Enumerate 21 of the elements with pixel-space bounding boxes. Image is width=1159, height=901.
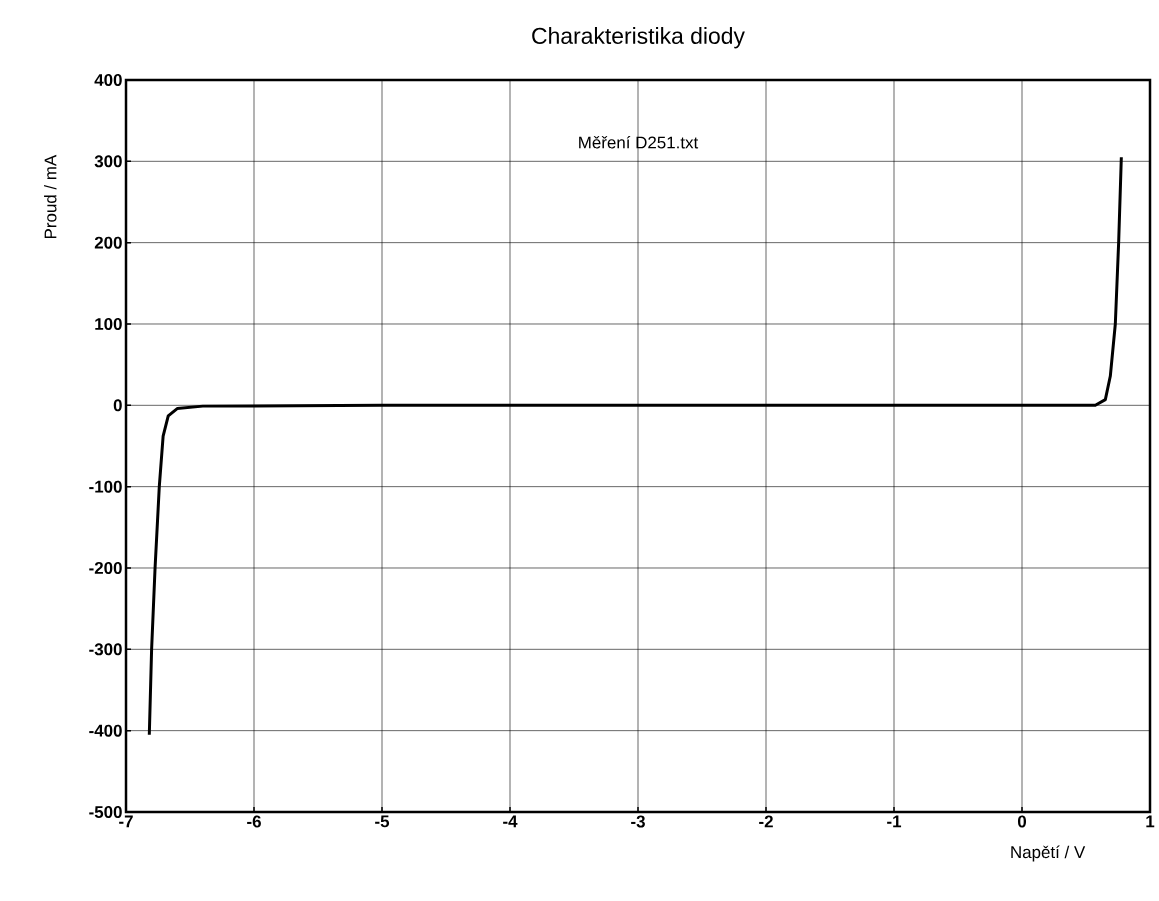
x-tick-label: -3 (631, 815, 645, 828)
x-tick-label: -1 (887, 815, 902, 828)
y-tick-label: -300 (89, 643, 122, 656)
y-tick-label: 300 (94, 155, 122, 168)
y-tick-label: 0 (113, 399, 122, 412)
x-tick-label: 1 (1146, 815, 1155, 828)
chart-title: Charakteristika diody (532, 27, 745, 49)
x-tick-label: -5 (375, 815, 390, 828)
y-tick-label: 100 (95, 317, 122, 330)
x-axis-title: Napětí / V (1011, 845, 1086, 862)
y-axis-title: Proud / mA (44, 154, 57, 239)
y-tick-label: -200 (89, 561, 122, 574)
annotation: Měření D251.txt (579, 135, 699, 149)
y-tick-label: 400 (94, 73, 122, 86)
x-tick-label: -6 (247, 815, 261, 828)
y-tick-label: 200 (94, 236, 122, 249)
x-tick-label: 0 (1017, 815, 1027, 828)
x-tick-label: -4 (503, 815, 518, 828)
y-tick-label: -100 (89, 480, 122, 493)
y-tick-label: -400 (89, 724, 122, 737)
x-tick-label: -2 (759, 815, 773, 828)
